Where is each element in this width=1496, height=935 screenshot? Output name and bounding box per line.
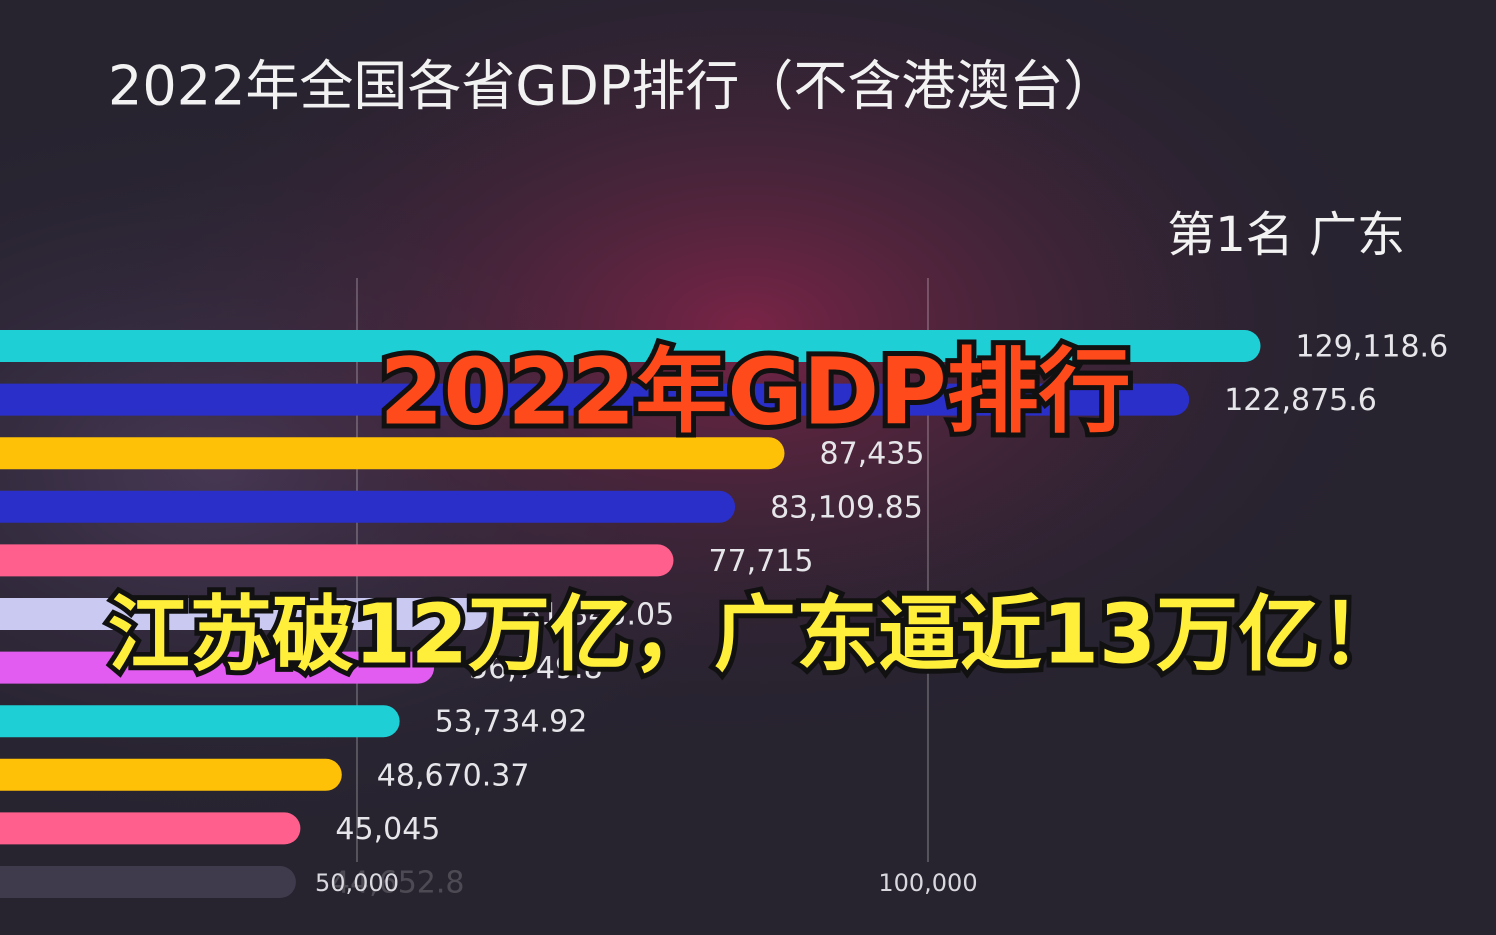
bar [0,866,296,898]
x-tick-label: 50,000 [315,869,399,897]
value-label: 45,045 [335,812,440,847]
bar [0,383,1190,416]
overlay-title: 2022年GDP排行 [379,338,1130,445]
bar [0,598,487,630]
value-label: 87,435 [819,437,924,472]
overlay-caption: 江苏破12万亿，广东逼近13万亿！ [108,587,1402,682]
bar [0,651,435,684]
value-label: 44,652.8 [331,866,465,901]
x-tick-label: 100,000 [878,869,977,897]
bar [0,330,1261,362]
value-label: 77,715 [708,544,813,579]
chart-title: 2022年全国各省GDP排行（不含港澳台） [108,55,1117,118]
bar [0,705,400,738]
plot: 50,000 100,000 129,118.6 122,875.6 87,435 83,… [0,278,1448,901]
value-label: 129,118.6 [1296,330,1449,365]
value-label: 122,875.6 [1224,383,1377,418]
value-label: 61,345.05 [522,598,675,633]
value-label: 53,734.92 [435,705,588,740]
value-label: 48,670.37 [377,758,530,793]
bar [0,758,342,791]
bar [0,544,674,577]
value-label: 83,109.85 [770,490,923,525]
bar [0,812,301,845]
bar [0,437,785,470]
bar [0,490,736,523]
value-label: 56,749.8 [469,651,603,686]
leader-label: 第1名 广东 [1167,207,1405,263]
